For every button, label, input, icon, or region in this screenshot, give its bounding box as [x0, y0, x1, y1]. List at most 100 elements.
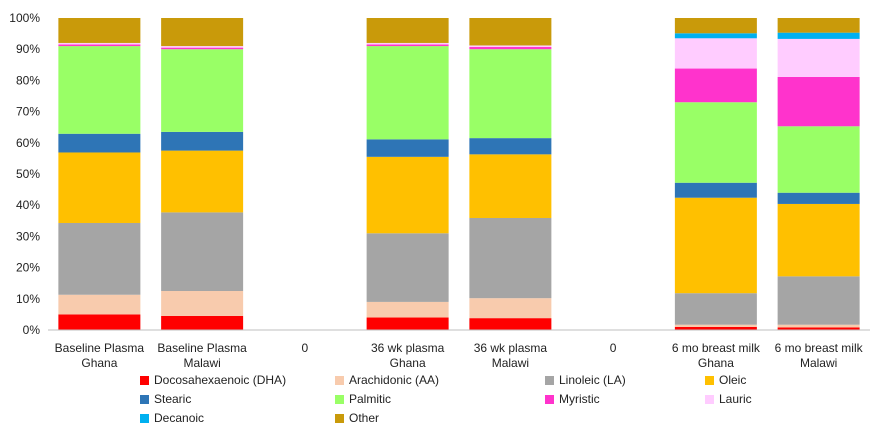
bar-segment	[161, 315, 244, 330]
x-tick-label: 36 wk plasma Ghana	[371, 341, 445, 370]
legend-label: Arachidonic (AA)	[349, 373, 440, 387]
bar-segment	[366, 317, 449, 330]
bar-segment	[674, 33, 757, 39]
bar-segment	[161, 46, 244, 48]
y-tick-label: 50%	[16, 167, 40, 181]
bar-segment	[674, 326, 757, 330]
bar-segment	[777, 203, 860, 277]
bar-segment	[674, 18, 757, 34]
bar-segment	[674, 182, 757, 198]
bar-segment	[58, 44, 141, 47]
bar-segment	[674, 197, 757, 294]
bar-segment	[58, 133, 141, 153]
x-tick-label: 6 mo breast milk Ghana	[672, 341, 761, 370]
legend-swatch	[705, 394, 714, 404]
bar-segment	[674, 102, 757, 183]
bar-segment	[366, 301, 449, 318]
bar-segment	[674, 38, 757, 69]
legend-label: Stearic	[154, 392, 192, 406]
legend-swatch	[335, 375, 344, 385]
bar-segment	[674, 324, 757, 327]
legend-item: Myristic	[545, 392, 600, 406]
bar-segment	[469, 47, 552, 50]
bar-segment	[366, 42, 449, 45]
y-tick-label: 90%	[16, 42, 40, 56]
legend-swatch	[705, 375, 714, 385]
legend-item: Oleic	[705, 373, 746, 387]
bar-segment	[469, 217, 552, 299]
legend-item: Decanoic	[140, 411, 204, 425]
bar-segment	[161, 150, 244, 213]
bar-segment	[366, 233, 449, 302]
legend-item: Arachidonic (AA)	[335, 373, 439, 387]
y-tick-label: 60%	[16, 136, 40, 150]
x-tick-label: 6 mo breast milk Malawi	[775, 341, 864, 370]
bar-segment	[469, 49, 552, 139]
x-tick-label: 0	[610, 341, 617, 355]
legend-label: Palmitic	[349, 392, 392, 406]
bar-segment	[777, 324, 860, 328]
bar-segment	[366, 139, 449, 157]
bars	[58, 18, 860, 330]
bar-segment	[469, 138, 552, 155]
x-tick-label: 0	[302, 341, 309, 355]
bar-segment	[777, 32, 860, 39]
bar-segment	[161, 291, 244, 316]
x-tick-label: Baseline Plasma Ghana	[55, 341, 145, 370]
x-tick-label: Baseline Plasma Malawi	[157, 341, 247, 370]
bar-segment	[366, 46, 449, 140]
bar-segment	[161, 131, 244, 151]
legend-label: Decanoic	[154, 411, 205, 425]
bar-segment	[161, 49, 244, 132]
y-tick-label: 70%	[16, 105, 40, 119]
bar-segment	[777, 126, 860, 193]
bar-segment	[58, 222, 141, 295]
legend-item: Palmitic	[335, 392, 391, 406]
bar-segment	[58, 18, 141, 43]
bar-segment	[58, 294, 141, 315]
legend-item: Docosahexaenoic (DHA)	[140, 373, 286, 387]
bar-segment	[58, 46, 141, 134]
legend-swatch	[140, 394, 149, 404]
legend-label: Myristic	[559, 392, 600, 406]
bar-segment	[469, 45, 552, 48]
bar-segment	[366, 44, 449, 47]
legend-label: Docosahexaenoic (DHA)	[154, 373, 287, 387]
bar-segment	[58, 314, 141, 330]
bar-segment	[777, 38, 860, 77]
bar-segment	[777, 18, 860, 33]
bar-segment	[469, 154, 552, 218]
legend-item: Lauric	[705, 392, 752, 406]
y-tick-label: 80%	[16, 73, 40, 87]
legend-item: Stearic	[140, 392, 191, 406]
y-tick-label: 0%	[23, 323, 41, 337]
bar-segment	[366, 156, 449, 234]
bar-segment	[674, 68, 757, 103]
legend-item: Linoleic (LA)	[545, 373, 626, 387]
legend-label: Linoleic (LA)	[559, 373, 626, 387]
bar-segment	[777, 327, 860, 330]
bar-segment	[469, 298, 552, 319]
bar-segment	[161, 212, 244, 291]
legend-swatch	[545, 375, 554, 385]
legend-swatch	[140, 375, 149, 385]
y-tick-label: 10%	[16, 292, 40, 306]
stacked-bar-chart: 0% 10% 20% 30% 40% 50% 60% 70% 80% 90% 100% Baseli…	[9, 11, 870, 370]
bar-segment	[58, 152, 141, 223]
bar-segment	[469, 318, 552, 330]
legend-item: Other	[335, 411, 379, 425]
bar-segment	[777, 192, 860, 204]
legend-swatch	[545, 394, 554, 404]
bar-segment	[777, 276, 860, 325]
bar-segment	[469, 18, 552, 46]
legend-swatch	[335, 413, 344, 423]
y-axis: 0% 10% 20% 30% 40% 50% 60% 70% 80% 90% 100%	[9, 11, 40, 337]
y-tick-label: 100%	[9, 11, 40, 25]
bar-segment	[161, 18, 244, 47]
legend-swatch	[335, 394, 344, 404]
bar-segment	[161, 47, 244, 50]
legend-label: Lauric	[719, 392, 752, 406]
bar-segment	[58, 42, 141, 45]
x-axis: Baseline Plasma Ghana Baseline Plasma Malaw…	[48, 329, 870, 370]
y-tick-label: 20%	[16, 261, 40, 275]
